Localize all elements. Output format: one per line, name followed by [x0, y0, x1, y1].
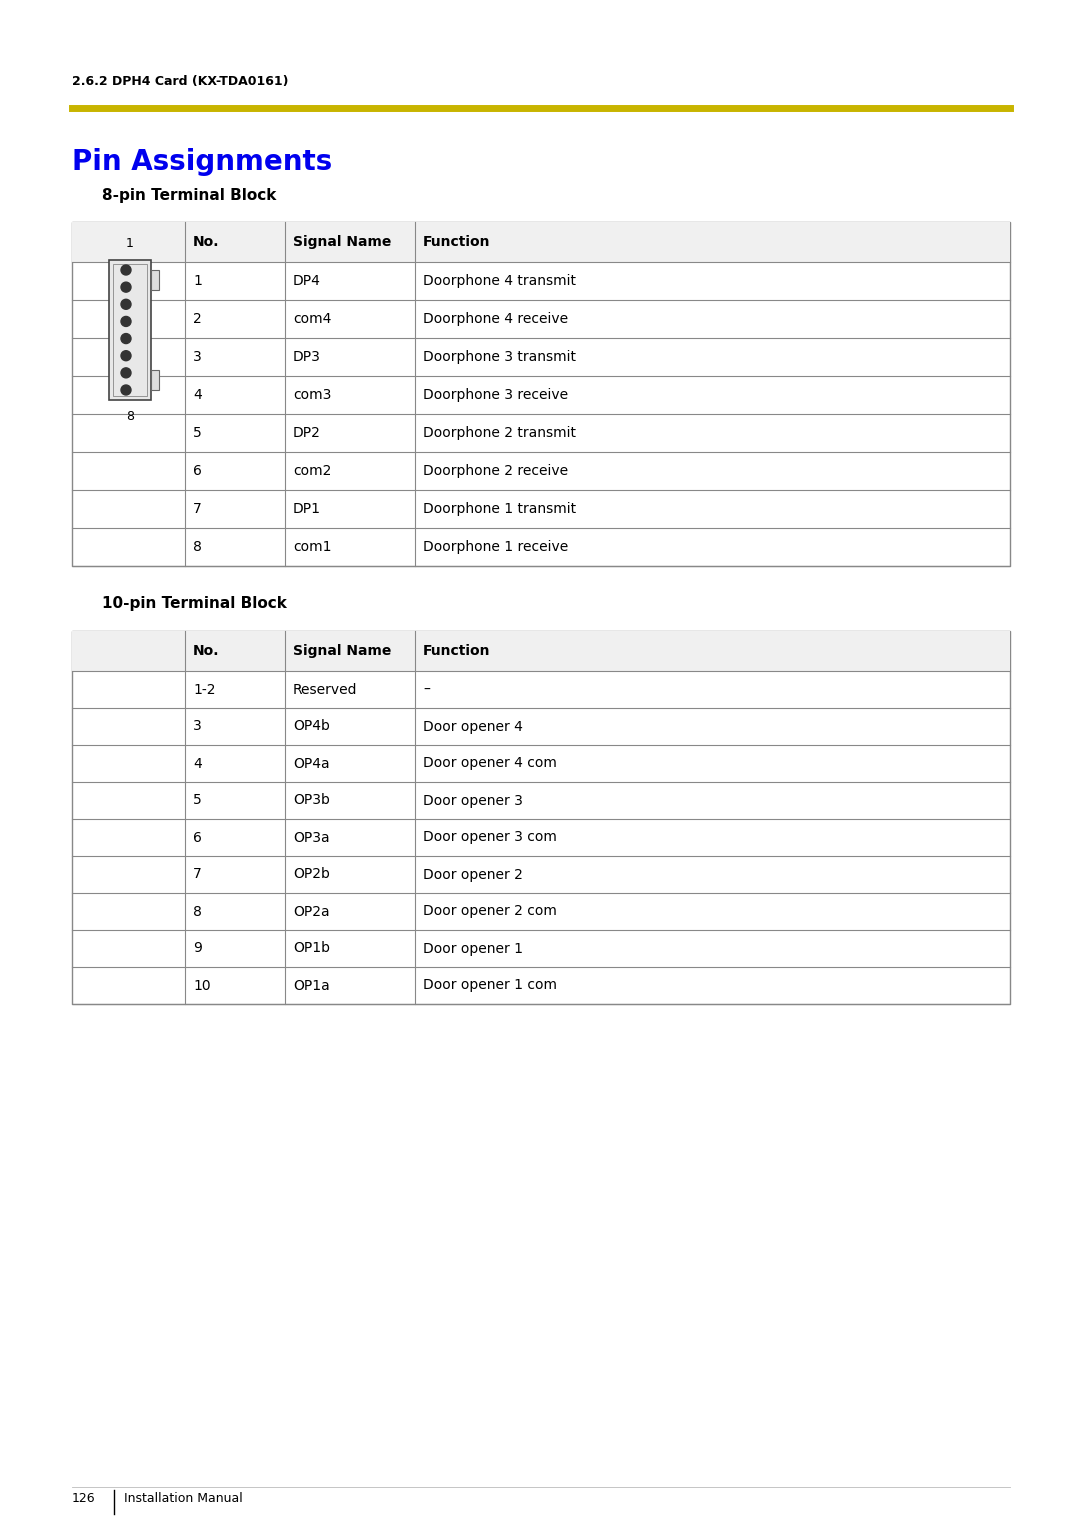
Text: No.: No. — [193, 235, 219, 249]
Text: OP4a: OP4a — [293, 756, 329, 771]
Text: DP2: DP2 — [293, 426, 321, 440]
Text: DP1: DP1 — [293, 502, 321, 516]
Text: 7: 7 — [193, 502, 202, 516]
Text: 4: 4 — [193, 388, 202, 402]
Text: Doorphone 1 receive: Doorphone 1 receive — [423, 541, 568, 554]
Text: 9: 9 — [193, 942, 202, 956]
Text: Pin Assignments: Pin Assignments — [72, 148, 333, 176]
Text: Door opener 3 com: Door opener 3 com — [423, 831, 557, 844]
Text: com2: com2 — [293, 464, 332, 478]
Bar — [151, 370, 159, 389]
Text: Reserved: Reserved — [293, 683, 357, 696]
Text: Doorphone 2 transmit: Doorphone 2 transmit — [423, 426, 576, 440]
Text: 5: 5 — [193, 794, 202, 808]
Text: Door opener 3: Door opener 3 — [423, 794, 523, 808]
Text: 7: 7 — [193, 867, 202, 881]
Text: Door opener 1: Door opener 1 — [423, 942, 523, 956]
Text: Function: Function — [423, 235, 490, 249]
Text: Door opener 4: Door opener 4 — [423, 719, 523, 733]
Text: 8-pin Terminal Block: 8-pin Terminal Block — [102, 188, 276, 203]
Text: OP3b: OP3b — [293, 794, 329, 808]
Text: 8: 8 — [193, 904, 202, 919]
Text: Door opener 1 com: Door opener 1 com — [423, 979, 557, 993]
Circle shape — [121, 266, 131, 275]
Bar — [109, 260, 151, 400]
Text: Signal Name: Signal Name — [293, 644, 391, 658]
Bar — [72, 631, 1010, 670]
Text: 5: 5 — [193, 426, 202, 440]
Text: OP2a: OP2a — [293, 904, 329, 919]
Text: Doorphone 4 transmit: Doorphone 4 transmit — [423, 273, 576, 289]
Text: com3: com3 — [293, 388, 332, 402]
Text: –: – — [423, 683, 430, 696]
Text: Doorphone 3 transmit: Doorphone 3 transmit — [423, 350, 576, 363]
Text: Installation Manual: Installation Manual — [124, 1492, 243, 1506]
Text: OP4b: OP4b — [293, 719, 329, 733]
Text: Function: Function — [423, 644, 490, 658]
Text: Doorphone 4 receive: Doorphone 4 receive — [423, 312, 568, 325]
Text: 6: 6 — [193, 464, 202, 478]
Text: 1-2: 1-2 — [193, 683, 216, 696]
Circle shape — [121, 333, 131, 344]
Text: 1: 1 — [126, 237, 134, 250]
Text: DP3: DP3 — [293, 350, 321, 363]
Bar — [72, 221, 1010, 567]
Text: Signal Name: Signal Name — [293, 235, 391, 249]
Text: 10-pin Terminal Block: 10-pin Terminal Block — [102, 596, 287, 611]
Text: Door opener 2: Door opener 2 — [423, 867, 523, 881]
Bar — [151, 270, 159, 290]
Text: OP1b: OP1b — [293, 942, 330, 956]
Circle shape — [121, 351, 131, 360]
Circle shape — [121, 385, 131, 395]
Text: 3: 3 — [193, 350, 202, 363]
Text: 8: 8 — [126, 411, 134, 423]
Circle shape — [121, 282, 131, 292]
Text: com1: com1 — [293, 541, 332, 554]
Text: 6: 6 — [193, 831, 202, 844]
Text: Door opener 2 com: Door opener 2 com — [423, 904, 557, 919]
Text: OP3a: OP3a — [293, 831, 329, 844]
Circle shape — [121, 316, 131, 327]
Text: 126: 126 — [72, 1492, 96, 1506]
Text: 3: 3 — [193, 719, 202, 733]
Text: Door opener 4 com: Door opener 4 com — [423, 756, 557, 771]
Text: 2: 2 — [193, 312, 202, 325]
Text: Doorphone 3 receive: Doorphone 3 receive — [423, 388, 568, 402]
Text: 8: 8 — [193, 541, 202, 554]
Text: 10: 10 — [193, 979, 211, 993]
Text: OP1a: OP1a — [293, 979, 329, 993]
Bar — [72, 221, 1010, 263]
Text: No.: No. — [193, 644, 219, 658]
Text: com4: com4 — [293, 312, 332, 325]
Text: OP2b: OP2b — [293, 867, 329, 881]
Circle shape — [121, 299, 131, 310]
Text: Doorphone 2 receive: Doorphone 2 receive — [423, 464, 568, 478]
Circle shape — [121, 368, 131, 377]
Text: 4: 4 — [193, 756, 202, 771]
Bar — [72, 631, 1010, 1003]
Text: 2.6.2 DPH4 Card (KX-TDA0161): 2.6.2 DPH4 Card (KX-TDA0161) — [72, 75, 288, 89]
Text: Doorphone 1 transmit: Doorphone 1 transmit — [423, 502, 576, 516]
Text: 1: 1 — [193, 273, 202, 289]
Text: DP4: DP4 — [293, 273, 321, 289]
Bar — [113, 264, 147, 395]
